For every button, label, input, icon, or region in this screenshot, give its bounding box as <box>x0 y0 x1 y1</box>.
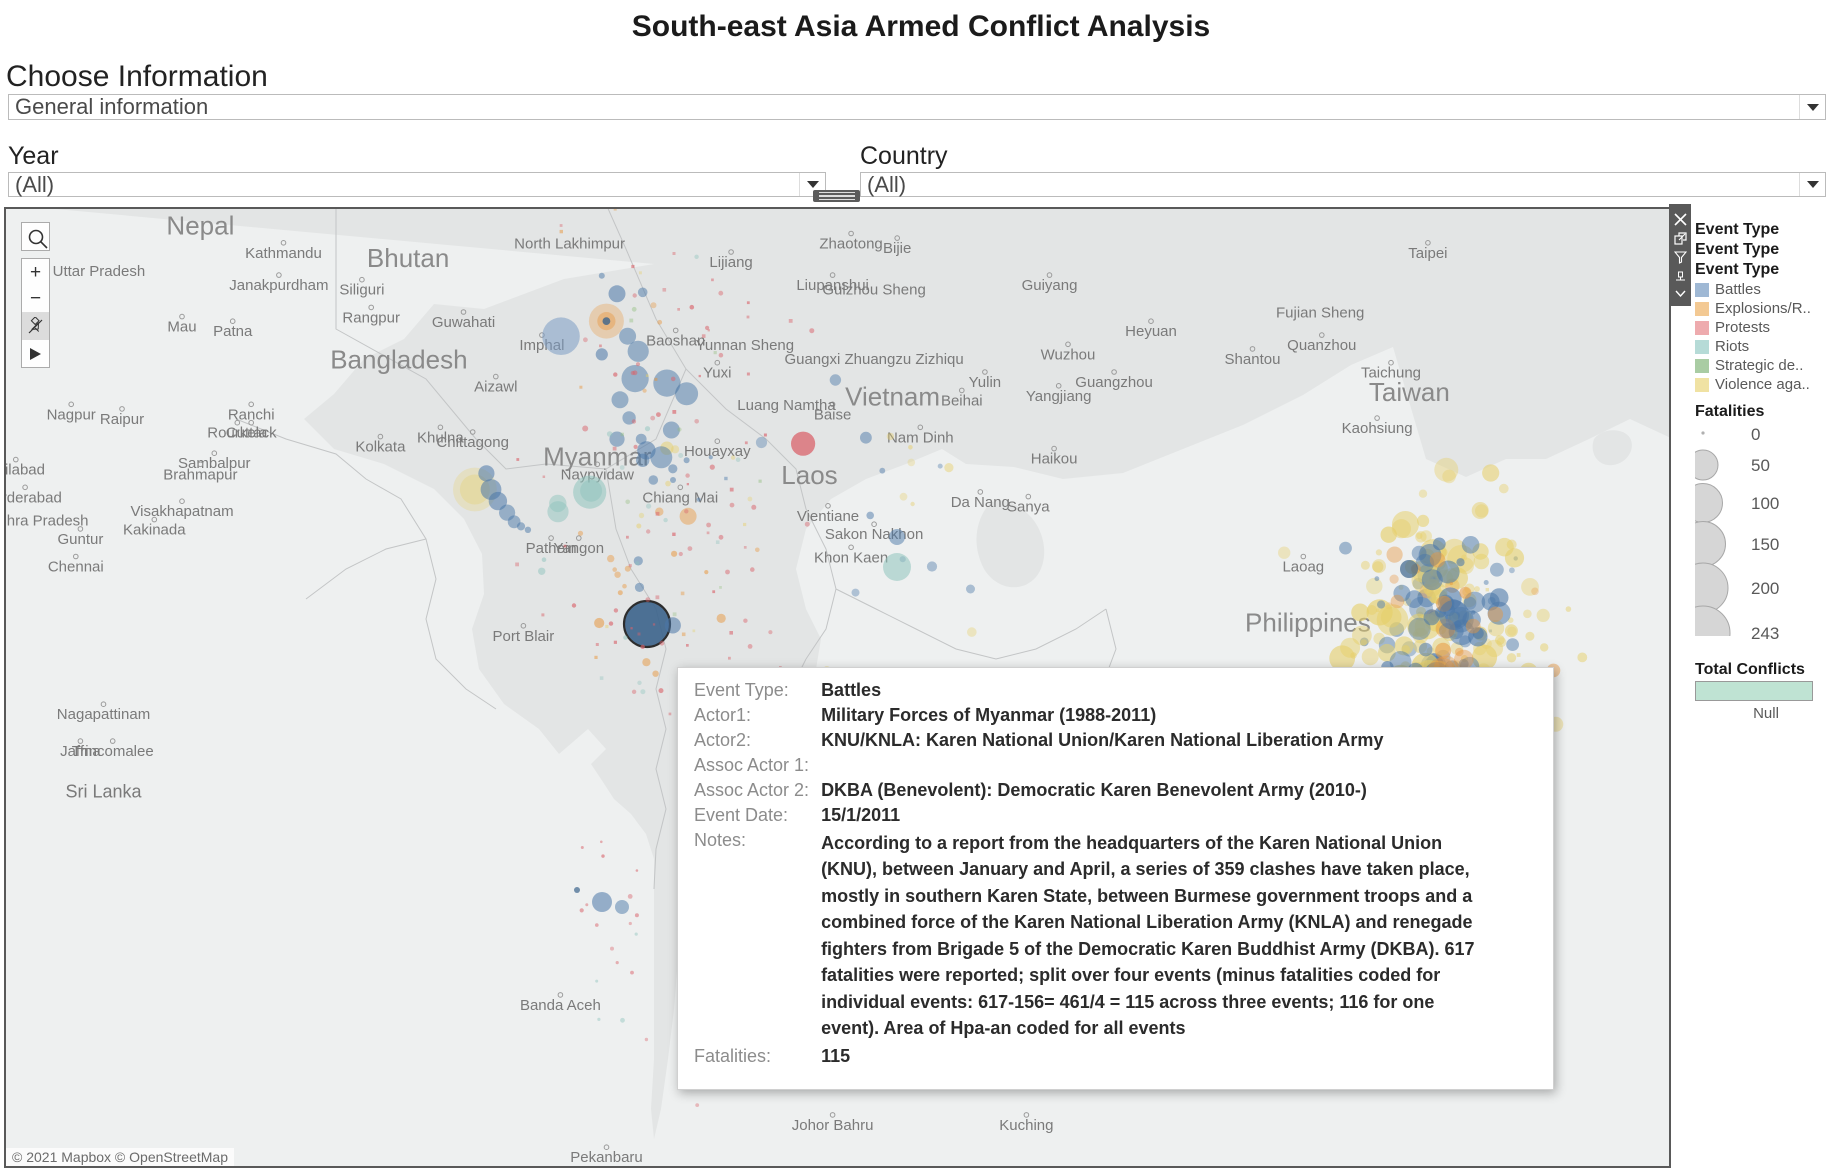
svg-text:Taiwan: Taiwan <box>1369 377 1450 407</box>
svg-text:Beihai: Beihai <box>941 392 983 409</box>
svg-text:Laoag: Laoag <box>1282 559 1324 576</box>
svg-text:Haikou: Haikou <box>1031 451 1078 468</box>
svg-text:Guizhou Sheng: Guizhou Sheng <box>822 282 925 299</box>
svg-text:Vietnam: Vietnam <box>845 381 940 411</box>
svg-text:Andhra Pradesh: Andhra Pradesh <box>6 512 89 529</box>
svg-text:Visakhapatnam: Visakhapatnam <box>130 503 233 520</box>
svg-text:Luang Namtha: Luang Namtha <box>737 397 836 414</box>
svg-text:Sakon Nakhon: Sakon Nakhon <box>825 526 923 543</box>
svg-text:Bhutan: Bhutan <box>367 243 449 273</box>
svg-text:Nam Dinh: Nam Dinh <box>887 429 954 446</box>
svg-text:Patna: Patna <box>213 323 253 340</box>
svg-text:Pekanbaru: Pekanbaru <box>570 1149 643 1166</box>
svg-text:Raipur: Raipur <box>100 411 144 428</box>
svg-text:Uttar Pradesh: Uttar Pradesh <box>53 263 146 280</box>
svg-text:Yulin: Yulin <box>969 374 1002 391</box>
svg-text:Mau: Mau <box>167 319 196 336</box>
svg-text:Laos: Laos <box>781 460 837 490</box>
svg-text:Yuxi: Yuxi <box>703 365 731 382</box>
svg-text:Fujian Sheng: Fujian Sheng <box>1276 305 1364 322</box>
svg-text:Guwahati: Guwahati <box>432 314 495 331</box>
svg-text:Chittagong: Chittagong <box>436 434 509 451</box>
svg-text:Janakpurdham: Janakpurdham <box>229 277 328 294</box>
svg-text:Chennai: Chennai <box>48 559 104 576</box>
svg-text:Houayxay: Houayxay <box>684 443 751 460</box>
svg-text:Kuching: Kuching <box>999 1117 1053 1134</box>
svg-text:North Lakhimpur: North Lakhimpur <box>514 236 625 253</box>
svg-text:Yangon: Yangon <box>553 540 604 557</box>
svg-text:Yunnan Sheng: Yunnan Sheng <box>696 337 794 354</box>
svg-text:Kolkata: Kolkata <box>355 439 406 456</box>
svg-text:Lijiang: Lijiang <box>709 254 752 271</box>
svg-text:Zhaotong: Zhaotong <box>819 236 882 253</box>
svg-text:Bangladesh: Bangladesh <box>330 345 467 375</box>
svg-text:Sanya: Sanya <box>1007 499 1050 516</box>
svg-text:Bijie: Bijie <box>883 240 911 257</box>
svg-text:Guntur: Guntur <box>57 531 103 548</box>
svg-text:Nagapattinam: Nagapattinam <box>57 706 150 723</box>
svg-text:Aizawl: Aizawl <box>474 379 517 396</box>
svg-text:Hyderabad: Hyderabad <box>6 489 62 506</box>
svg-text:Nagpur: Nagpur <box>47 406 96 423</box>
svg-text:Guangxi Zhuangzu Zizhiqu: Guangxi Zhuangzu Zizhiqu <box>784 351 963 368</box>
svg-text:Guiyang: Guiyang <box>1022 277 1078 294</box>
svg-text:Siliguri: Siliguri <box>339 282 384 299</box>
svg-text:Shantou: Shantou <box>1225 351 1281 368</box>
svg-text:Port Blair: Port Blair <box>493 628 555 645</box>
svg-text:Quanzhou: Quanzhou <box>1287 337 1356 354</box>
svg-text:Wuzhou: Wuzhou <box>1041 346 1096 363</box>
svg-text:Taipei: Taipei <box>1408 245 1447 262</box>
svg-text:Banda Aceh: Banda Aceh <box>520 997 601 1014</box>
svg-text:Heyuan: Heyuan <box>1125 323 1177 340</box>
svg-text:Chiang Mai: Chiang Mai <box>642 489 718 506</box>
svg-text:Kakinada: Kakinada <box>123 522 186 539</box>
svg-text:Kaohsiung: Kaohsiung <box>1342 420 1413 437</box>
svg-text:Yangjiang: Yangjiang <box>1026 388 1092 405</box>
svg-text:Nepal: Nepal <box>166 211 234 241</box>
svg-text:Adilabad: Adilabad <box>6 462 45 479</box>
svg-text:Khon Kaen: Khon Kaen <box>814 549 888 566</box>
svg-text:Brahmapur: Brahmapur <box>163 466 237 483</box>
svg-text:Johor Bahru: Johor Bahru <box>792 1117 874 1134</box>
svg-text:Rangpur: Rangpur <box>342 309 400 326</box>
svg-text:Sri Lanka: Sri Lanka <box>65 782 142 802</box>
svg-text:Kathmandu: Kathmandu <box>245 245 322 262</box>
svg-text:Trincomalee: Trincomalee <box>72 743 154 760</box>
svg-text:Cuttack: Cuttack <box>226 425 277 442</box>
svg-text:Da Nang: Da Nang <box>951 494 1010 511</box>
